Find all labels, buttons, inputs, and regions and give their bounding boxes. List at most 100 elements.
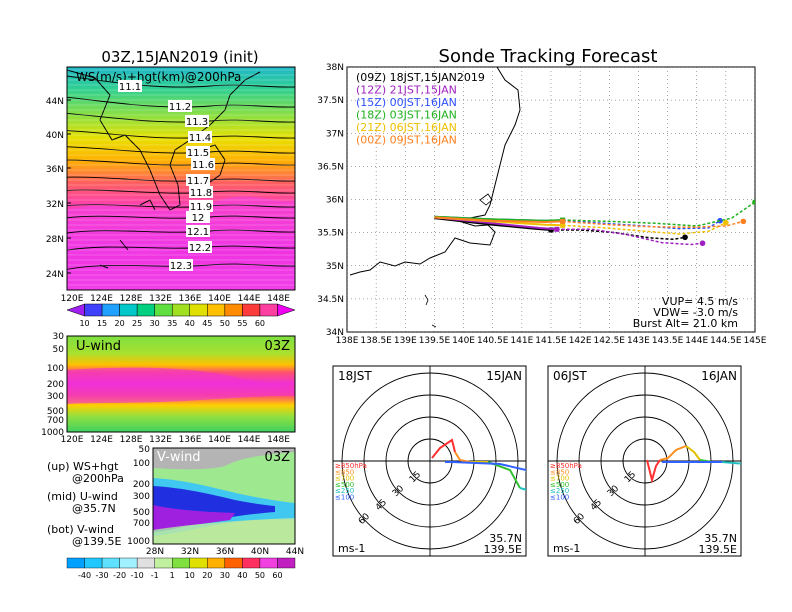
- hodo1-trace: [431, 438, 526, 491]
- map-lon-label: 132E: [149, 294, 172, 304]
- param-burst: Burst Alt= 21.0 km: [633, 317, 738, 330]
- track-lon-label: 141E: [510, 336, 533, 346]
- map-lat-label: 32N: [46, 200, 64, 210]
- note-up-b: @200hPa: [72, 472, 124, 485]
- track-grid: [347, 67, 755, 332]
- right-title: Sonde Tracking Forecast: [439, 46, 658, 67]
- colorbar-tick: 30: [150, 319, 160, 328]
- track-lon-label: 140E: [452, 336, 475, 346]
- track-lon-label: 142E: [569, 336, 592, 346]
- track-lon-labels: 138E 138.5E 139E 139.5E 140E 140.5E 141E 141.5E…: [336, 336, 767, 346]
- track-lat-label: 38N: [326, 63, 344, 73]
- contour-label-box: [186, 211, 210, 223]
- vwind-p-label: 200: [133, 480, 150, 490]
- map-lon-label: 128E: [120, 294, 143, 304]
- colorbar-cell: [66, 303, 85, 317]
- track-burst-marker-5: [560, 218, 566, 224]
- colorbar-tick: 45: [202, 319, 212, 328]
- sonde-tracks: [434, 199, 755, 247]
- vcolorbar-tick: 10: [185, 571, 195, 580]
- hodo2-unit: ms-1: [553, 542, 580, 555]
- map-lat-label: 24N: [46, 270, 64, 280]
- uwind-label: U-wind: [76, 339, 121, 354]
- hodo-legend-entry: ≤850: [550, 468, 569, 476]
- hodo-legend-entry: ≤250: [550, 487, 569, 495]
- track-lat-label: 37N: [326, 129, 344, 139]
- track-solid-0: [434, 217, 552, 231]
- track-lon-label: 139E: [394, 336, 417, 346]
- map-lon-label: 120E: [61, 294, 84, 304]
- colorbar-tick: 60: [255, 319, 265, 328]
- vcolorbar-cell: [101, 557, 120, 569]
- track-lat-label: 35N: [326, 262, 344, 272]
- vwind-lat-label: 40N: [251, 547, 269, 557]
- map-lon-label: 124E: [90, 294, 113, 304]
- colorbar-cell: [277, 303, 296, 317]
- vcolorbar-cell: [136, 557, 155, 569]
- vwind-p-label: 1000: [127, 537, 150, 547]
- track-legend-entry-5: (00Z) 09JST,16JAN: [356, 134, 457, 147]
- uwind-lon-label: 124E: [90, 435, 113, 445]
- contour-label-box: [186, 146, 210, 158]
- contour-label-box: [189, 200, 213, 212]
- vcolorbar-tick: -20: [113, 571, 126, 580]
- hodo1-time: 18JST: [338, 369, 372, 383]
- contour-label: 11.5: [187, 148, 209, 159]
- contour-label: 11.2: [169, 102, 191, 113]
- track-legend-entry-3: (18Z) 03JST,16JAN: [356, 109, 457, 122]
- track-lon-label: 140.5E: [477, 336, 509, 346]
- track-legend-entry-4: (21Z) 06JST,16JAN: [356, 121, 457, 134]
- vwind-colorbar: -40 -30 -20 -10 -1 1 10 20 30 40 50 60: [66, 557, 296, 580]
- vcolorbar-cell: [154, 557, 173, 569]
- hodo2-legend: ≥850hPa≤850≤700≤500≤250≤100: [550, 462, 582, 502]
- uwind-lon-label: 148E: [267, 435, 290, 445]
- uwind-lon-label: 128E: [120, 435, 143, 445]
- track-lat-label: 34N: [326, 328, 344, 338]
- track-landing-marker-0: [682, 234, 688, 241]
- param-vup: VUP= 4.5 m/s: [662, 295, 738, 308]
- contour-label: 11.4: [189, 133, 211, 144]
- track-lon-label: 138E: [336, 336, 359, 346]
- contour-line: [67, 112, 295, 123]
- colorbar-tick: 20: [115, 319, 125, 328]
- track-lon-label: 145E: [744, 336, 767, 346]
- colorbar-cell: [154, 303, 173, 317]
- hodo2-lon: 139.5E: [699, 543, 737, 556]
- contour-label: 12.2: [189, 243, 211, 254]
- vwind-gray-top: [153, 448, 295, 470]
- hodo-legend-entry: ≤850: [335, 468, 354, 476]
- track-lat-label: 34.5N: [317, 295, 344, 305]
- contour-label: 11.1: [119, 82, 141, 93]
- colorbar-tick: 40: [185, 319, 195, 328]
- contour-label-box: [118, 80, 142, 92]
- map-lon-labels: 120E 124E 128E 132E 136E 140E 144E 148E: [61, 294, 291, 304]
- hodo-legend-entry: ≥850hPa: [550, 462, 582, 470]
- colorbar-cell: [101, 303, 120, 317]
- contour-label-box: [168, 100, 192, 112]
- colorbar-tick: 55: [237, 319, 247, 328]
- uwind-p-label: 30: [53, 332, 65, 342]
- vcolorbar-cell: [172, 557, 190, 569]
- hodo-legend-entry: ≤700: [335, 475, 354, 483]
- colorbar-cell: [136, 303, 155, 317]
- contour-label-box: [186, 174, 210, 186]
- track-legend-entry-0: (09Z) 18JST,15JAN2019: [356, 71, 485, 84]
- map-lon-label: 144E: [238, 294, 261, 304]
- contour-label: 11.9: [190, 202, 212, 213]
- hodo-legend-entry: ≤500: [335, 481, 354, 489]
- track-lat-label: 37.5N: [317, 96, 344, 106]
- vcolorbar-cell: [119, 557, 138, 569]
- track-lat-label: 35.5N: [317, 229, 344, 239]
- track-landing-marker-1: [699, 240, 706, 247]
- vcolorbar-tick: 30: [220, 571, 230, 580]
- contour-line: [67, 96, 295, 108]
- track-dashed-4: [562, 222, 727, 235]
- jet-core-shape: [67, 196, 295, 255]
- hodo1-lat: 35.7N: [489, 532, 522, 545]
- colorbar-cell: [189, 303, 208, 317]
- vwind-lat-labels: 28N 32N 36N 40N 44N: [146, 547, 304, 557]
- vcolorbar-cell: [189, 557, 208, 569]
- hodo2-trace: [646, 445, 741, 484]
